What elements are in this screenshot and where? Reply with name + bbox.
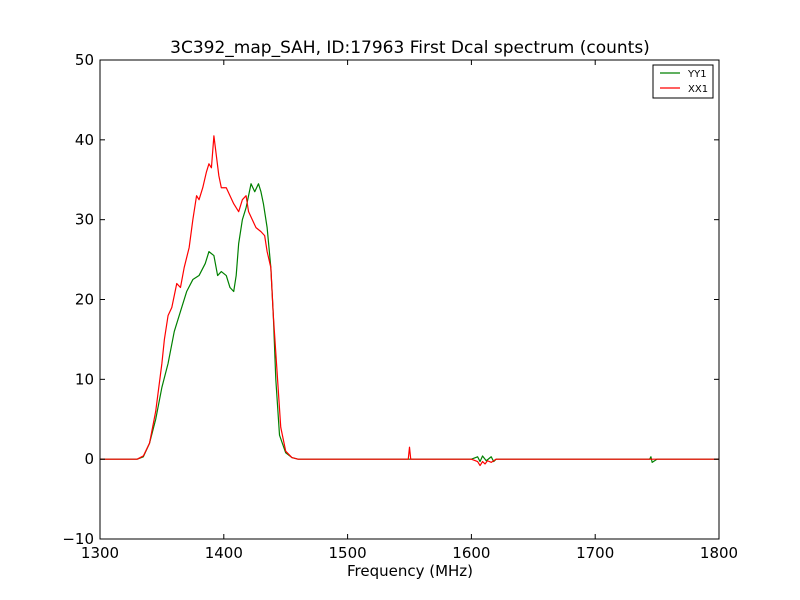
y-tick-label: 20 [75,291,94,309]
y-tick-label: 0 [84,450,94,468]
legend-label-yy1: YY1 [687,69,707,80]
y-tick-label: 40 [75,131,94,149]
x-tick-label: 1600 [452,544,490,562]
legend: YY1 XX1 [652,64,714,99]
legend-label-xx1: XX1 [688,84,708,95]
plot-area: 1300 1400 1500 1600 1700 1800 −10 0 10 20 30 40 50 [62,51,738,562]
series-line-xx1 [100,135,719,467]
y-tick-label: 30 [75,211,94,229]
y-tick-label: 50 [75,51,94,69]
series-layer [100,135,719,467]
x-tick-label: 1700 [576,544,614,562]
series-line-yy1 [100,183,719,463]
x-axis-label: Frequency (MHz) [347,562,473,580]
x-tick-label: 1800 [700,544,738,562]
legend-box [652,64,714,99]
y-tick-label: −10 [62,530,94,548]
chart-title: 3C392_map_SAH, ID:17963 First Dcal spect… [170,38,650,58]
ticks-layer: 1300 1400 1500 1600 1700 1800 −10 0 10 20 30 40 50 [62,51,738,562]
y-tick-label: 10 [75,370,94,388]
x-tick-label: 1400 [205,544,243,562]
x-tick-label: 1500 [329,544,367,562]
x-tick-label: 1300 [81,544,119,562]
